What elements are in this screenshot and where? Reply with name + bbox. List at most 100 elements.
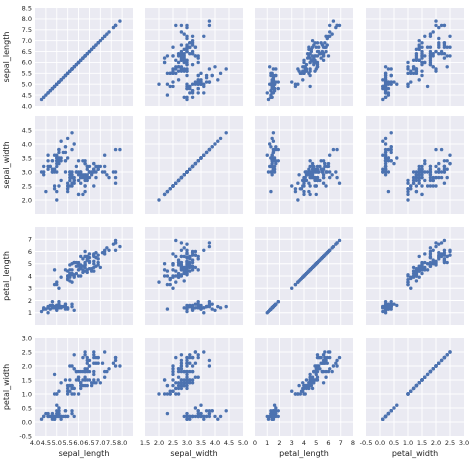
data-point <box>92 369 96 374</box>
data-point <box>406 178 410 183</box>
data-point <box>193 45 198 49</box>
panel-petal_length-vs-petal_length <box>255 227 353 325</box>
data-point <box>293 187 298 191</box>
data-point <box>42 307 46 311</box>
data-point <box>431 258 435 262</box>
data-point <box>325 355 329 360</box>
data-point <box>325 164 329 169</box>
data-point <box>157 392 161 396</box>
data-point <box>395 403 399 407</box>
data-point <box>165 93 170 97</box>
data-point <box>270 164 274 169</box>
data-point <box>176 271 181 276</box>
y-tick-label: 1.5 <box>22 376 32 384</box>
data-point <box>171 80 175 84</box>
data-point <box>65 189 70 194</box>
data-point <box>442 257 447 261</box>
data-point <box>411 175 416 180</box>
data-point <box>207 147 212 152</box>
data-point <box>439 358 444 363</box>
data-point <box>168 187 172 191</box>
data-point <box>270 170 274 174</box>
data-point <box>302 58 306 62</box>
panel-background <box>145 338 243 436</box>
data-point <box>290 389 294 393</box>
data-point <box>118 364 122 368</box>
data-point <box>42 95 46 99</box>
data-point <box>74 62 79 67</box>
data-point <box>411 58 416 62</box>
data-point <box>326 54 331 58</box>
data-point <box>204 75 209 80</box>
data-point <box>406 67 410 71</box>
y-tick-label: 3.0 <box>22 334 32 342</box>
data-point <box>44 189 48 194</box>
data-point <box>420 268 424 272</box>
data-point <box>182 270 186 275</box>
data-point <box>414 47 419 52</box>
data-point <box>199 82 203 86</box>
data-point <box>272 164 277 169</box>
data-point <box>196 73 200 78</box>
data-point <box>323 161 327 166</box>
data-point <box>102 153 107 157</box>
data-point <box>319 257 323 261</box>
data-point <box>335 23 339 28</box>
y-tick-label: 4.5 <box>22 91 32 99</box>
data-point <box>271 139 276 143</box>
data-point <box>386 411 391 416</box>
data-point <box>179 378 184 382</box>
data-point <box>176 78 181 82</box>
data-point <box>105 173 109 177</box>
y-tick-label: 7.0 <box>22 37 32 45</box>
data-point <box>445 175 449 180</box>
data-point <box>74 170 79 174</box>
data-point <box>199 71 203 76</box>
data-point <box>386 306 391 310</box>
x-tick-label: 4 <box>302 439 306 447</box>
data-point <box>193 350 198 354</box>
data-point <box>310 45 315 49</box>
data-point <box>420 170 424 174</box>
data-point <box>83 367 87 371</box>
data-point <box>434 69 438 73</box>
data-point <box>193 414 198 419</box>
data-point <box>72 308 76 312</box>
data-point <box>324 49 328 54</box>
data-point <box>310 386 315 391</box>
data-point <box>113 170 118 174</box>
data-point <box>111 361 116 365</box>
data-point <box>65 156 70 160</box>
data-point <box>179 386 184 391</box>
data-point <box>174 181 178 185</box>
data-point <box>179 43 184 47</box>
data-point <box>448 34 452 39</box>
x-tick-label: 4.0 <box>30 439 40 447</box>
data-point <box>216 78 220 82</box>
data-point <box>420 54 424 58</box>
data-point <box>268 142 272 146</box>
data-point <box>179 30 184 34</box>
data-point <box>269 156 273 160</box>
data-point <box>96 257 100 261</box>
data-point <box>298 71 303 76</box>
data-point <box>330 173 334 177</box>
data-point <box>423 34 427 39</box>
data-point <box>85 361 89 365</box>
data-point <box>310 173 315 177</box>
data-point <box>224 304 228 309</box>
data-point <box>68 175 72 180</box>
data-point <box>425 170 430 174</box>
data-point <box>335 175 339 180</box>
data-point <box>266 170 271 174</box>
data-point <box>204 414 209 419</box>
data-point <box>328 355 332 360</box>
data-point <box>445 167 449 171</box>
data-point <box>113 248 118 252</box>
data-point <box>57 286 61 290</box>
data-point <box>59 178 63 183</box>
data-point <box>179 241 184 245</box>
y-tick-label: 2.0 <box>22 362 32 370</box>
data-point <box>174 23 178 28</box>
data-point <box>276 414 280 419</box>
